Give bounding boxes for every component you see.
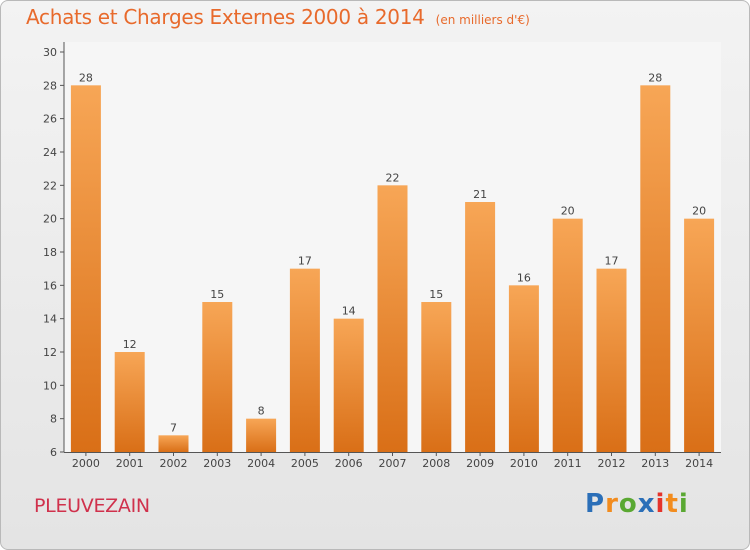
x-axis: 2000 2001 2002 2003 2004 2005 2006 2007 2008 2009… [64,452,721,470]
x-tick-label: 2007 [379,457,407,470]
x-tick-label: 2012 [598,457,626,470]
bar [70,85,101,452]
chart-title: Achats et Charges Externes 2000 à 2014 [26,5,425,29]
bars-group: 28 12 7 15 8 17 14 22 15 21 16 20 17 28 20 [70,71,715,453]
x-tick-label: 2006 [335,457,363,470]
bar-value-label: 8 [258,405,265,418]
x-tick-label: 2005 [291,457,319,470]
bar [421,302,452,452]
y-tick-label: 28 [43,79,57,92]
bar [246,418,277,452]
bar [114,352,145,452]
bar [684,218,715,452]
bar-value-label: 17 [605,255,619,268]
bar [289,268,320,452]
bar-value-label: 16 [517,271,531,284]
brand-letter: i [655,489,666,519]
brand-letter: x [637,489,656,519]
y-tick-label: 26 [43,113,57,126]
x-tick-label: 2011 [554,457,582,470]
y-tick-label: 20 [43,213,57,226]
y-tick-label: 10 [43,379,57,392]
bar-value-label: 14 [342,305,356,318]
bar-value-label: 28 [79,71,93,84]
bar-value-label: 15 [429,288,443,301]
bar [333,318,364,452]
x-tick-label: 2000 [72,457,100,470]
bar [377,185,408,453]
bar [158,435,189,452]
brand-letter: P [585,489,606,519]
town-name: PLEUVEZAIN [34,495,150,517]
y-tick-label: 16 [43,279,57,292]
y-tick-label: 24 [43,146,57,159]
x-tick-label: 2008 [422,457,450,470]
y-tick-label: 12 [43,346,57,359]
x-tick-label: 2014 [685,457,713,470]
x-tick-label: 2010 [510,457,538,470]
bar-value-label: 15 [210,288,224,301]
x-tick-label: 2002 [160,457,188,470]
y-tick-label: 22 [43,179,57,192]
y-tick-label: 6 [50,446,57,459]
x-tick-label: 2009 [466,457,494,470]
bar-value-label: 22 [386,171,400,184]
bar-value-label: 7 [170,421,177,434]
y-tick-label: 8 [50,413,57,426]
bar-value-label: 20 [692,205,706,218]
x-tick-label: 2013 [641,457,669,470]
x-tick-label: 2004 [247,457,275,470]
bar [465,202,496,452]
bar [596,268,627,452]
x-tick-label: 2001 [116,457,144,470]
bar [640,85,671,452]
bar-value-label: 17 [298,255,312,268]
chart-unit: (en milliers d'€) [435,13,530,27]
x-tick-label: 2003 [203,457,231,470]
bar-value-label: 20 [561,205,575,218]
y-tick-label: 18 [43,246,57,259]
bar [508,285,539,452]
bar [552,218,583,452]
y-tick-label: 14 [43,313,57,326]
bar [202,302,233,452]
brand-letter: o [618,489,638,519]
y-axis: 6 8 10 12 14 16 18 20 22 24 26 28 30 [43,42,65,459]
bar-value-label: 12 [123,338,137,351]
y-tick-label: 30 [43,46,57,59]
chart-title-block: Achats et Charges Externes 2000 à 2014 (… [26,5,530,29]
bar-value-label: 21 [473,188,487,201]
brand-letter: r [605,489,619,519]
brand-logo: Proxiti [585,489,689,519]
brand-letter: t [665,489,679,519]
bar-value-label: 28 [648,71,662,84]
brand-letter: i [678,489,689,519]
